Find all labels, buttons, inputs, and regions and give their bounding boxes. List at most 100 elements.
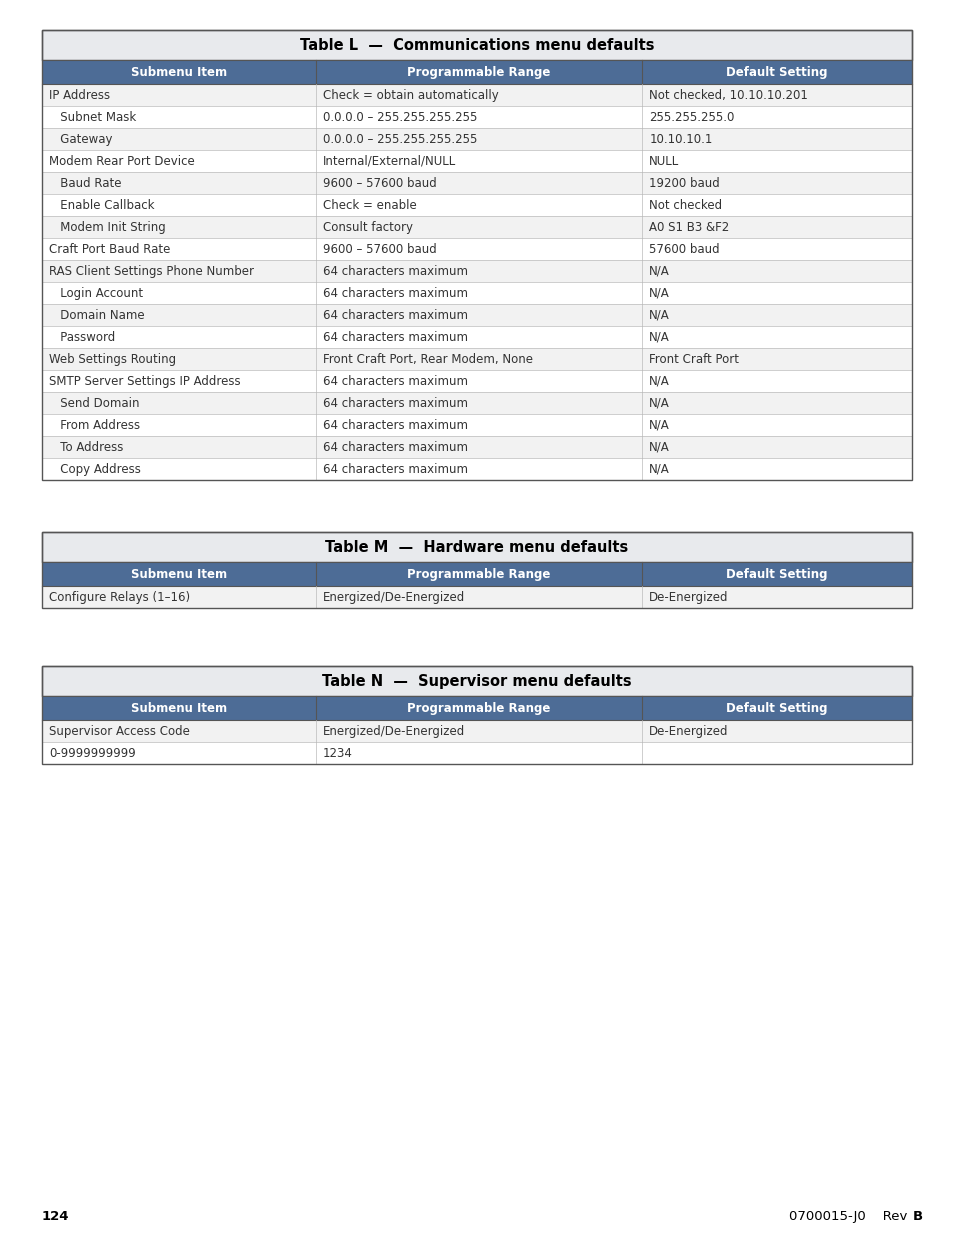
Text: 64 characters maximum: 64 characters maximum <box>323 462 468 475</box>
Text: Submenu Item: Submenu Item <box>131 65 227 79</box>
Bar <box>42 391 911 414</box>
Text: Domain Name: Domain Name <box>49 309 145 321</box>
Text: 64 characters maximum: 64 characters maximum <box>323 264 468 278</box>
Bar <box>42 666 911 764</box>
Text: Default Setting: Default Setting <box>725 701 827 715</box>
Text: SMTP Server Settings IP Address: SMTP Server Settings IP Address <box>49 374 240 388</box>
Text: A0 S1 B3 &F2: A0 S1 B3 &F2 <box>649 221 729 233</box>
Text: Modem Rear Port Device: Modem Rear Port Device <box>49 154 194 168</box>
Text: NULL: NULL <box>649 154 679 168</box>
Bar <box>42 30 911 61</box>
Text: Web Settings Routing: Web Settings Routing <box>49 352 176 366</box>
Text: N/A: N/A <box>649 287 669 300</box>
Text: 10.10.10.1: 10.10.10.1 <box>649 132 712 146</box>
Bar <box>42 106 911 128</box>
Text: N/A: N/A <box>649 419 669 431</box>
Text: Consult factory: Consult factory <box>323 221 413 233</box>
Text: From Address: From Address <box>49 419 140 431</box>
Bar <box>42 742 911 764</box>
Bar <box>42 216 911 238</box>
Text: Supervisor Access Code: Supervisor Access Code <box>49 725 190 737</box>
Bar <box>42 172 911 194</box>
Text: N/A: N/A <box>649 309 669 321</box>
Text: Default Setting: Default Setting <box>725 65 827 79</box>
Text: Baud Rate: Baud Rate <box>49 177 121 189</box>
Text: Table N  —  Supervisor menu defaults: Table N — Supervisor menu defaults <box>322 673 631 688</box>
Text: 0-9999999999: 0-9999999999 <box>49 746 135 760</box>
Text: 64 characters maximum: 64 characters maximum <box>323 287 468 300</box>
Bar <box>42 30 911 480</box>
Text: Check = enable: Check = enable <box>323 199 416 211</box>
Text: De-Energized: De-Energized <box>649 725 728 737</box>
Text: 1234: 1234 <box>323 746 353 760</box>
Text: 64 characters maximum: 64 characters maximum <box>323 396 468 410</box>
Bar <box>42 458 911 480</box>
Text: N/A: N/A <box>649 331 669 343</box>
Bar <box>42 697 911 720</box>
Text: Front Craft Port, Rear Modem, None: Front Craft Port, Rear Modem, None <box>323 352 533 366</box>
Text: Modem Init String: Modem Init String <box>49 221 166 233</box>
Text: Login Account: Login Account <box>49 287 143 300</box>
Text: 0.0.0.0 – 255.255.255.255: 0.0.0.0 – 255.255.255.255 <box>323 110 476 124</box>
Text: B: B <box>912 1210 923 1224</box>
Text: 64 characters maximum: 64 characters maximum <box>323 374 468 388</box>
Text: 9600 – 57600 baud: 9600 – 57600 baud <box>323 177 436 189</box>
Text: N/A: N/A <box>649 264 669 278</box>
Bar <box>42 585 911 608</box>
Bar <box>42 414 911 436</box>
Text: Password: Password <box>49 331 115 343</box>
Bar <box>42 304 911 326</box>
Text: Subnet Mask: Subnet Mask <box>49 110 136 124</box>
Text: Programmable Range: Programmable Range <box>407 65 550 79</box>
Text: Programmable Range: Programmable Range <box>407 701 550 715</box>
Text: N/A: N/A <box>649 374 669 388</box>
Text: Energized/De-Energized: Energized/De-Energized <box>323 590 465 604</box>
Bar <box>42 532 911 608</box>
Text: 19200 baud: 19200 baud <box>649 177 720 189</box>
Text: Submenu Item: Submenu Item <box>131 568 227 580</box>
Bar <box>42 61 911 84</box>
Text: N/A: N/A <box>649 396 669 410</box>
Text: Enable Callback: Enable Callback <box>49 199 154 211</box>
Text: De-Energized: De-Energized <box>649 590 728 604</box>
Text: Energized/De-Energized: Energized/De-Energized <box>323 725 465 737</box>
Bar <box>42 194 911 216</box>
Bar <box>42 562 911 585</box>
Bar <box>42 326 911 348</box>
Bar <box>42 84 911 106</box>
Text: Table M  —  Hardware menu defaults: Table M — Hardware menu defaults <box>325 540 628 555</box>
Bar <box>42 282 911 304</box>
Text: 255.255.255.0: 255.255.255.0 <box>649 110 734 124</box>
Bar <box>42 238 911 261</box>
Text: Not checked, 10.10.10.201: Not checked, 10.10.10.201 <box>649 89 807 101</box>
Text: Craft Port Baud Rate: Craft Port Baud Rate <box>49 242 171 256</box>
Text: Configure Relays (1–16): Configure Relays (1–16) <box>49 590 190 604</box>
Text: Submenu Item: Submenu Item <box>131 701 227 715</box>
Bar <box>42 348 911 370</box>
Bar <box>42 370 911 391</box>
Text: Not checked: Not checked <box>649 199 721 211</box>
Text: IP Address: IP Address <box>49 89 110 101</box>
Text: 124: 124 <box>42 1210 70 1224</box>
Text: Copy Address: Copy Address <box>49 462 141 475</box>
Bar <box>42 532 911 562</box>
Text: 64 characters maximum: 64 characters maximum <box>323 309 468 321</box>
Text: 64 characters maximum: 64 characters maximum <box>323 441 468 453</box>
Text: Front Craft Port: Front Craft Port <box>649 352 739 366</box>
Text: Gateway: Gateway <box>49 132 112 146</box>
Text: Programmable Range: Programmable Range <box>407 568 550 580</box>
Text: Table L  —  Communications menu defaults: Table L — Communications menu defaults <box>299 37 654 53</box>
Text: Default Setting: Default Setting <box>725 568 827 580</box>
Text: Check = obtain automatically: Check = obtain automatically <box>323 89 498 101</box>
Text: N/A: N/A <box>649 462 669 475</box>
Text: To Address: To Address <box>49 441 123 453</box>
Bar <box>42 128 911 149</box>
Bar <box>42 720 911 742</box>
Text: 0.0.0.0 – 255.255.255.255: 0.0.0.0 – 255.255.255.255 <box>323 132 476 146</box>
Text: Internal/External/NULL: Internal/External/NULL <box>323 154 456 168</box>
Text: N/A: N/A <box>649 441 669 453</box>
Text: 0700015-J0    Rev: 0700015-J0 Rev <box>788 1210 911 1224</box>
Text: RAS Client Settings Phone Number: RAS Client Settings Phone Number <box>49 264 253 278</box>
Bar <box>42 436 911 458</box>
Bar <box>42 149 911 172</box>
